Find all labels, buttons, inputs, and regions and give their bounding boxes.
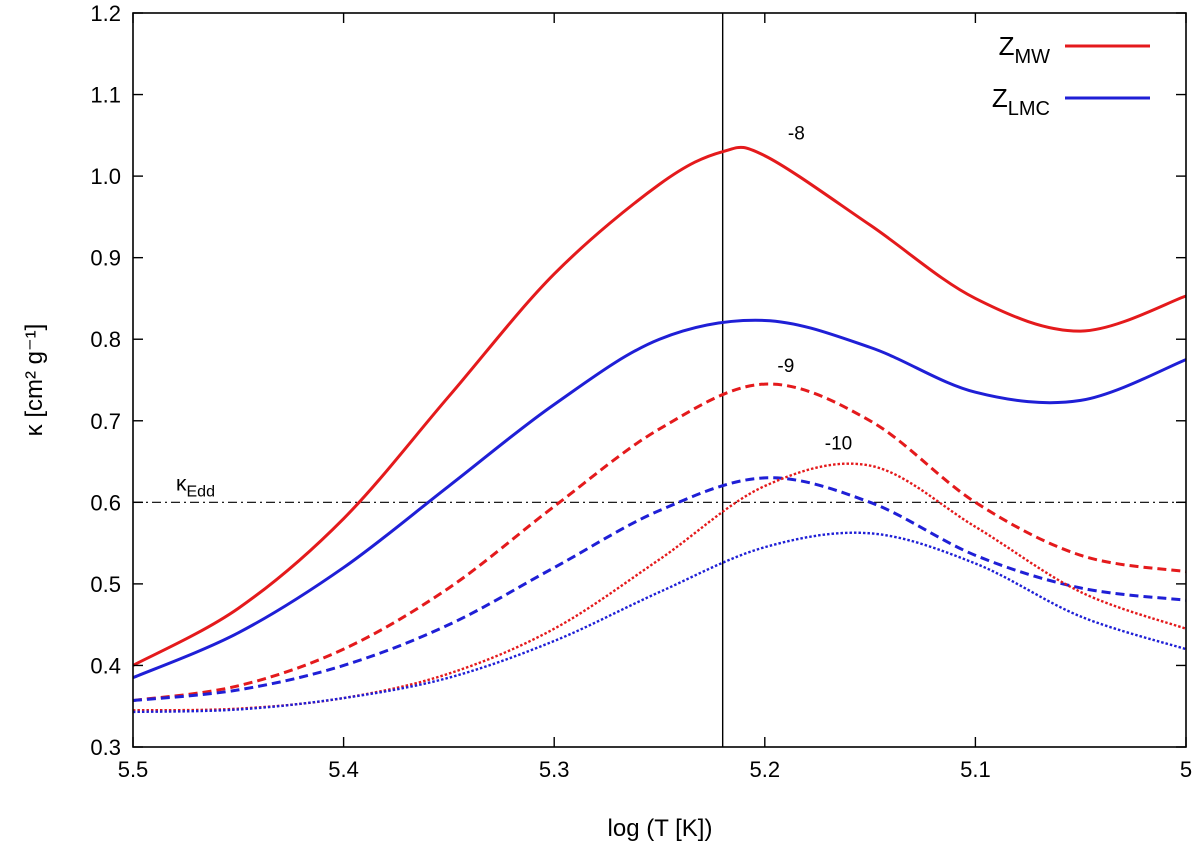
axis-ticks: 5.5 5.4 5.3 5.2 5.1 5 0.3 0.4 0.5 0.6 0.7 0.8 0.9 1.0… xyxy=(90,1,1192,782)
y-tick-label: 0.5 xyxy=(90,572,121,597)
y-tick-label: 1.1 xyxy=(90,83,121,108)
y-tick-label: 0.6 xyxy=(90,490,121,515)
y-tick-label: 0.3 xyxy=(90,735,121,760)
y-tick-label: 1.0 xyxy=(90,164,121,189)
legend-label: ZMW xyxy=(999,31,1051,68)
y-tick-label: 0.9 xyxy=(90,246,121,271)
curve-annotation: -9 xyxy=(777,356,794,377)
series-line-lmc-mdot-10 xyxy=(132,531,1187,714)
x-tick-label: 5.2 xyxy=(750,757,781,782)
y-axis-label: κ [cm² g⁻¹] xyxy=(21,324,48,437)
plot-frame xyxy=(132,12,1187,748)
series-line-mw-mdot-10 xyxy=(132,462,1187,712)
series-line-lmc-mdot-9 xyxy=(132,476,1187,703)
series-line-mw-mdot-9 xyxy=(132,382,1187,702)
y-tick-label: 0.7 xyxy=(90,409,121,434)
curve-annotation: -8 xyxy=(788,123,805,144)
x-axis-label: log (T [K]) xyxy=(608,815,713,842)
x-tick-label: 5.1 xyxy=(960,757,991,782)
curve-annotation: -10 xyxy=(825,433,852,454)
y-tick-label: 0.4 xyxy=(90,653,121,678)
series-lines xyxy=(132,145,1187,714)
legend-label: ZLMC xyxy=(992,83,1050,120)
plot-border xyxy=(132,12,1187,748)
annotations: -8 -9 -10 xyxy=(777,123,852,454)
y-tick-label: 1.2 xyxy=(90,1,121,26)
x-tick-label: 5.5 xyxy=(118,757,149,782)
x-tick-label: 5.4 xyxy=(328,757,359,782)
x-tick-label: 5 xyxy=(1180,757,1192,782)
series-line-lmc-mdot-8 xyxy=(132,318,1187,680)
kappa-edd-label: κEdd xyxy=(176,472,215,500)
y-tick-label: 0.8 xyxy=(90,327,121,352)
legend: ZMW ZLMC xyxy=(992,31,1150,120)
reference-lines: κEdd xyxy=(133,13,1186,747)
x-tick-label: 5.3 xyxy=(539,757,570,782)
series-line-mw-mdot-8 xyxy=(132,145,1187,667)
